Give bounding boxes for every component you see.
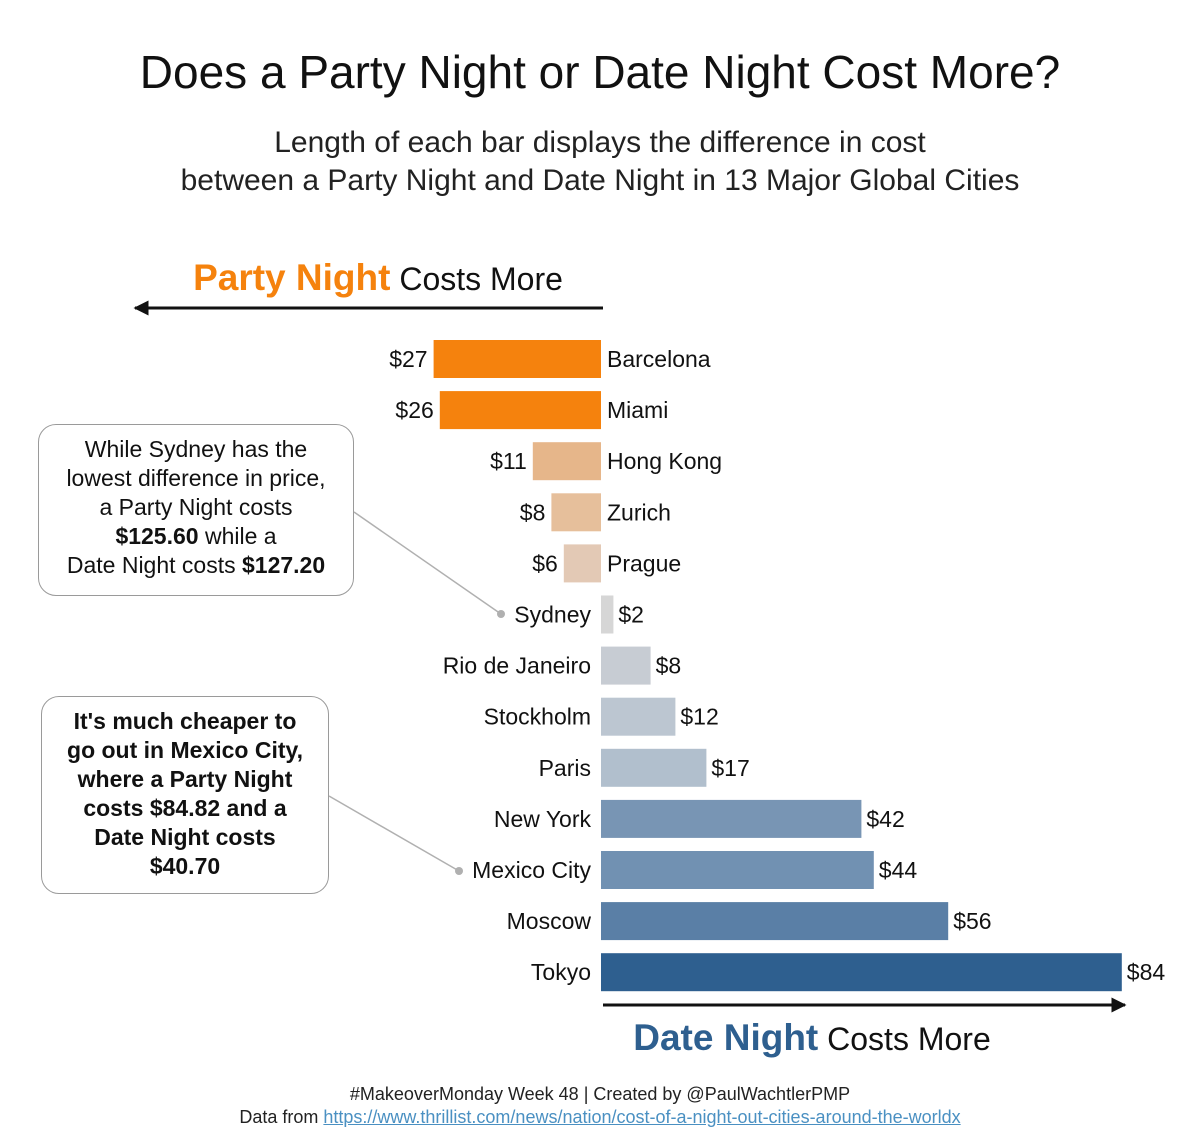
value-label-paris: $17 xyxy=(711,755,749,781)
bars-group: Barcelona $27 Miami $26 Hong Kong $11 Zurich $8… xyxy=(389,340,1166,992)
mexico-connector-line xyxy=(328,795,460,872)
bar-sydney xyxy=(601,595,614,634)
bar-moscow xyxy=(601,902,949,941)
date-night-header: Date Night Costs More xyxy=(633,1017,990,1058)
mexico-annotation-line: $40.70 xyxy=(149,853,221,879)
footer-source: Data from https://www.thrillist.com/news… xyxy=(0,1106,1200,1129)
footer-credit: #MakeoverMonday Week 48 | Created by @Pa… xyxy=(349,1084,851,1104)
value-label-tokyo: $84 xyxy=(1127,959,1166,985)
footer-source-prefix: Data from xyxy=(239,1107,324,1127)
category-label-rio-de-janeiro: Rio de Janeiro xyxy=(443,653,591,679)
party-night-header-highlight: Party Night xyxy=(193,257,390,298)
mexico-city-annotation: It's much cheaper to go out in Mexico Cit… xyxy=(41,696,329,894)
bar-prague xyxy=(563,544,601,583)
sydney-annotation: While Sydney has the lowest difference in… xyxy=(38,424,354,596)
sydney-annotation-line: While Sydney has the xyxy=(84,436,308,462)
bar-paris xyxy=(601,748,707,787)
party-night-header-rest: Costs More xyxy=(390,261,562,297)
bar-rio-de-janeiro xyxy=(601,646,651,685)
value-label-zurich: $8 xyxy=(520,499,546,525)
value-label-sydney: $2 xyxy=(618,602,644,628)
value-label-stockholm: $12 xyxy=(680,704,718,730)
category-label-miami: Miami xyxy=(607,397,668,423)
bar-miami xyxy=(439,391,601,430)
source-link[interactable]: https://www.thrillist.com/news/nation/co… xyxy=(323,1107,961,1127)
category-label-barcelona: Barcelona xyxy=(607,346,711,372)
mexico-connector-dot xyxy=(455,867,463,875)
value-label-barcelona: $27 xyxy=(389,346,427,372)
chart-subtitle: Length of each bar displays the differen… xyxy=(0,124,1200,200)
value-label-hong-kong: $11 xyxy=(490,448,527,474)
footer: #MakeoverMonday Week 48 | Created by @Pa… xyxy=(0,1083,1200,1129)
subtitle-line-2: between a Party Night and Date Night in … xyxy=(180,164,1020,197)
value-label-new-york: $42 xyxy=(866,806,904,832)
sydney-connector-line xyxy=(353,511,502,615)
sydney-annotation-line: lowest difference in price, xyxy=(66,465,326,491)
subtitle-line-1: Length of each bar displays the differen… xyxy=(274,126,926,159)
category-label-paris: Paris xyxy=(539,755,591,781)
bar-new-york xyxy=(601,799,862,838)
sydney-annotation-line: Date Night costs $127.20 xyxy=(66,552,326,578)
category-label-tokyo: Tokyo xyxy=(531,959,591,985)
chart-title: Does a Party Night or Date Night Cost Mo… xyxy=(139,46,1061,98)
sydney-connector-dot xyxy=(497,610,505,618)
party-night-header: Party Night Costs More xyxy=(193,257,563,298)
value-label-moscow: $56 xyxy=(953,908,991,934)
bar-tokyo xyxy=(601,953,1122,992)
mexico-annotation-line: go out in Mexico City, xyxy=(67,737,303,763)
date-night-header-highlight: Date Night xyxy=(633,1017,818,1058)
category-label-moscow: Moscow xyxy=(507,908,592,934)
mexico-annotation-line: It's much cheaper to xyxy=(73,708,297,734)
category-label-hong-kong: Hong Kong xyxy=(607,448,722,474)
category-label-sydney: Sydney xyxy=(514,602,591,628)
category-label-new-york: New York xyxy=(494,806,592,832)
value-label-mexico-city: $44 xyxy=(879,857,918,883)
bar-zurich xyxy=(551,493,601,532)
mexico-annotation-line: Date Night costs xyxy=(94,824,276,850)
category-label-mexico-city: Mexico City xyxy=(472,857,591,883)
category-label-prague: Prague xyxy=(607,550,681,576)
sydney-annotation-line: a Party Night costs xyxy=(99,494,293,520)
value-label-prague: $6 xyxy=(532,550,558,576)
value-label-rio-de-janeiro: $8 xyxy=(656,653,682,679)
category-label-zurich: Zurich xyxy=(607,499,671,525)
bar-hong-kong xyxy=(532,442,601,481)
value-label-miami: $26 xyxy=(395,397,433,423)
category-label-stockholm: Stockholm xyxy=(484,704,591,730)
mexico-annotation-line: costs $84.82 and a xyxy=(83,795,287,821)
bar-mexico-city xyxy=(601,851,874,889)
mexico-annotation-line: where a Party Night xyxy=(77,766,293,792)
bar-barcelona xyxy=(433,340,601,378)
bar-stockholm xyxy=(601,697,676,736)
sydney-annotation-line: $125.60 while a xyxy=(115,523,277,549)
date-night-header-rest: Costs More xyxy=(818,1021,990,1057)
